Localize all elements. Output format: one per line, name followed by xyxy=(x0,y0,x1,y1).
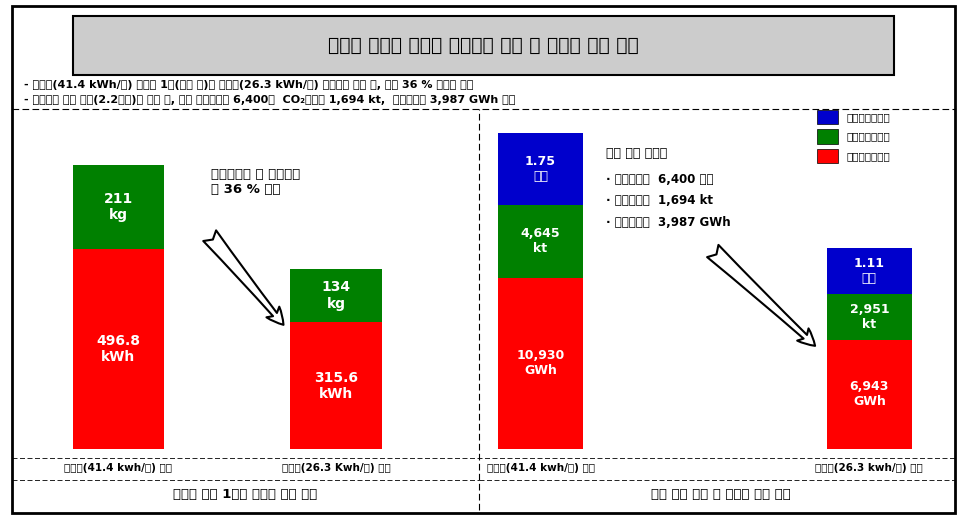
FancyBboxPatch shape xyxy=(498,133,583,205)
Text: 211
kg: 211 kg xyxy=(103,192,133,222)
Text: 6,943
GWh: 6,943 GWh xyxy=(850,380,889,408)
Text: - 우리나라 전체 가구(2.2천만)로 확대 시, 연간 에너지비용 6,400억  CO₂배출량 1,694 kt,  소비전력량 3,987 GWh 절감: - 우리나라 전체 가구(2.2천만)로 확대 시, 연간 에너지비용 6,40… xyxy=(24,94,515,105)
Text: 저효율 제품을 고효율 제품으로 교체 시 에너지 절감 효과: 저효율 제품을 고효율 제품으로 교체 시 에너지 절감 효과 xyxy=(328,36,639,54)
Text: 고효율 제품 1대의 에너지 절감 효과: 고효율 제품 1대의 에너지 절감 효과 xyxy=(172,487,317,501)
FancyBboxPatch shape xyxy=(817,110,838,124)
Text: - 저효율(41.4 kWh/월) 냉장고 1대(가구 당)를 고효율(26.3 kWh/월) 제품으로 교체 시, 최대 36 % 에너지 절감: - 저효율(41.4 kWh/월) 냉장고 1대(가구 당)를 고효율(26.3… xyxy=(24,80,474,90)
FancyBboxPatch shape xyxy=(817,129,838,144)
Text: 연간 절감 에너지: 연간 절감 에너지 xyxy=(606,146,667,160)
FancyBboxPatch shape xyxy=(290,322,382,449)
FancyBboxPatch shape xyxy=(73,16,894,75)
Text: 134
kg: 134 kg xyxy=(321,280,351,311)
Text: 저효율(41.4 kwh/월) 제품: 저효율(41.4 kwh/월) 제품 xyxy=(486,463,595,473)
Text: 고효율(26.3 Kwh/월) 제품: 고효율(26.3 Kwh/월) 제품 xyxy=(281,463,391,473)
FancyBboxPatch shape xyxy=(12,6,955,513)
FancyBboxPatch shape xyxy=(817,149,838,163)
Text: 315.6
kWh: 315.6 kWh xyxy=(314,371,358,401)
Text: 연간탄소배출량: 연간탄소배출량 xyxy=(846,131,890,142)
Text: 4,645
kt: 4,645 kt xyxy=(521,227,560,255)
FancyBboxPatch shape xyxy=(498,278,583,449)
Text: 10,930
GWh: 10,930 GWh xyxy=(516,349,565,377)
Text: · 에너지비용  6,400 억원: · 에너지비용 6,400 억원 xyxy=(606,172,714,186)
Text: 에너지소비 및 탄소배출
약 36 % 절감: 에너지소비 및 탄소배출 약 36 % 절감 xyxy=(211,168,300,196)
FancyBboxPatch shape xyxy=(290,269,382,322)
Text: 1.11
조원: 1.11 조원 xyxy=(854,257,885,285)
Text: 연간소비전력량: 연간소비전력량 xyxy=(846,151,890,161)
Text: 2,951
kt: 2,951 kt xyxy=(850,303,889,331)
FancyBboxPatch shape xyxy=(827,294,912,340)
FancyBboxPatch shape xyxy=(498,205,583,278)
Text: 1.75
조원: 1.75 조원 xyxy=(525,155,556,183)
Text: 저효율(41.4 kwh/월) 제품: 저효율(41.4 kwh/월) 제품 xyxy=(65,463,172,473)
Text: · 소비전력량  3,987 GWh: · 소비전력량 3,987 GWh xyxy=(606,216,731,229)
Text: 전체 가구 교체 시 에너지 절감 효과: 전체 가구 교체 시 에너지 절감 효과 xyxy=(651,487,790,501)
FancyBboxPatch shape xyxy=(73,165,164,249)
FancyBboxPatch shape xyxy=(73,249,164,449)
Text: 연간에너지비용: 연간에너지비용 xyxy=(846,112,890,122)
FancyBboxPatch shape xyxy=(827,340,912,449)
Text: · 탄소배출량  1,694 kt: · 탄소배출량 1,694 kt xyxy=(606,194,714,208)
FancyBboxPatch shape xyxy=(827,248,912,294)
Text: 496.8
kWh: 496.8 kWh xyxy=(97,334,140,364)
Text: 고효율(26.3 kwh/월) 제품: 고효율(26.3 kwh/월) 제품 xyxy=(815,463,923,473)
